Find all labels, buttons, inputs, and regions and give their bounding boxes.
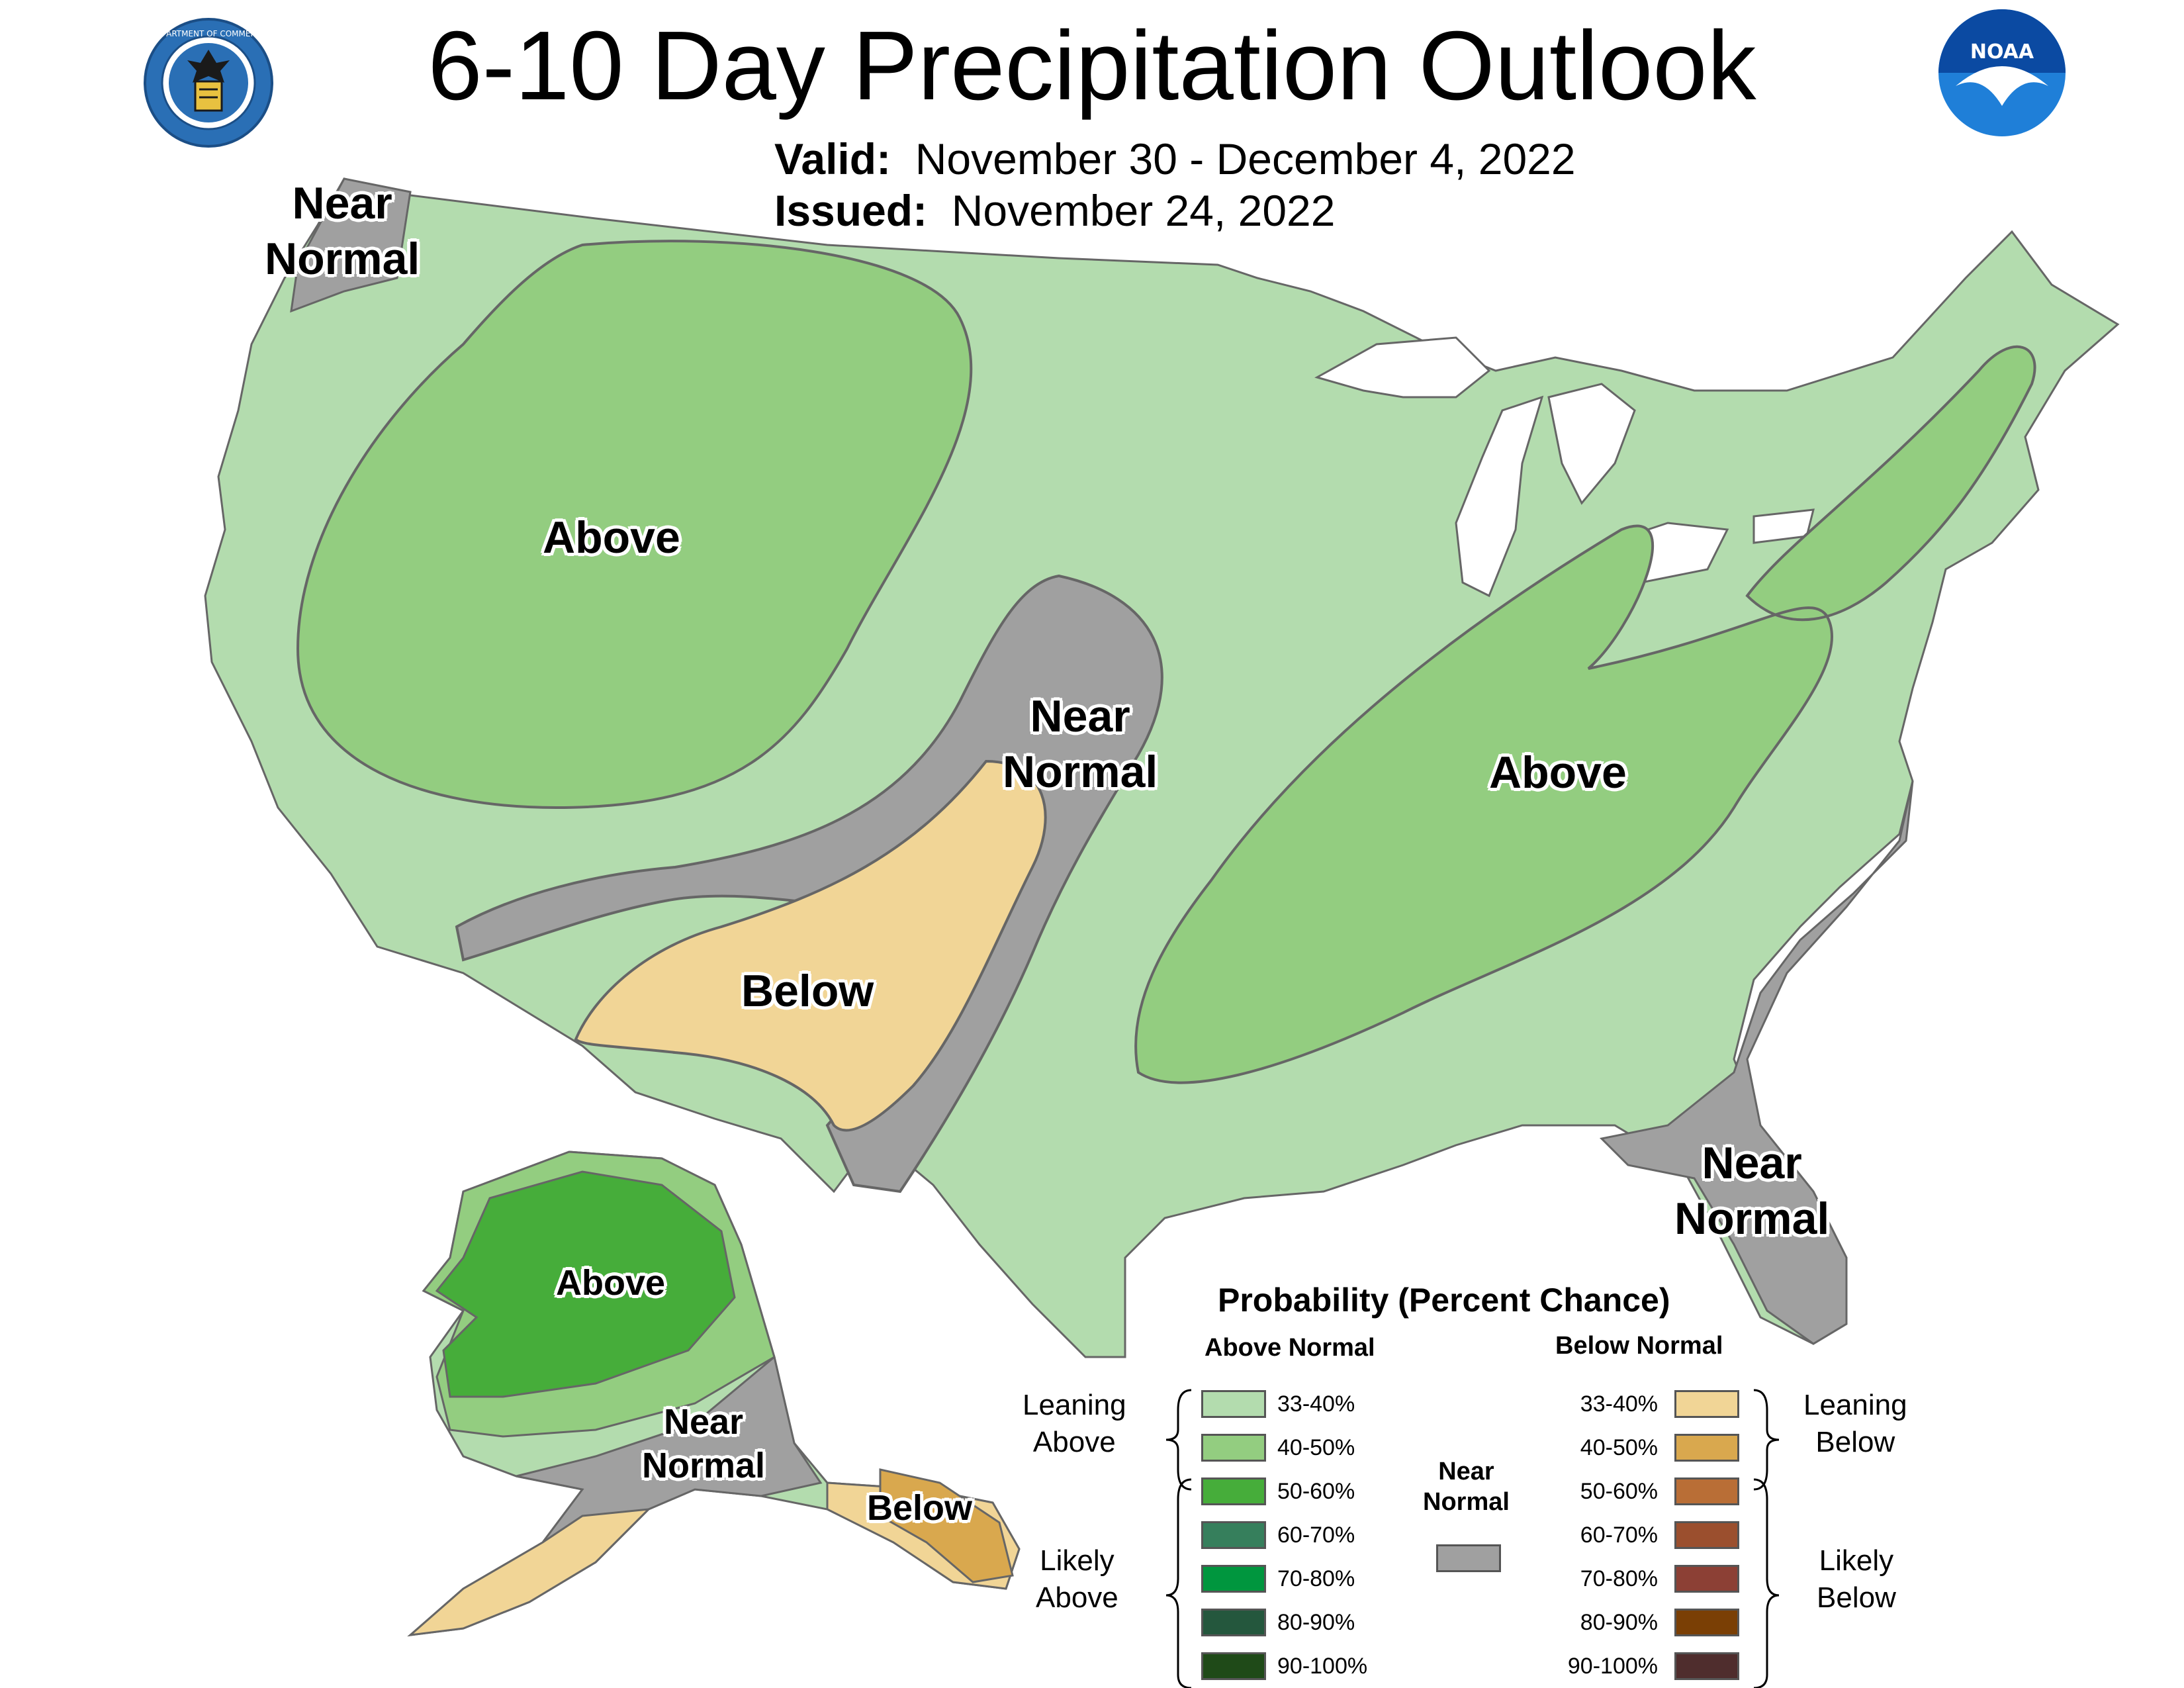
label-near-normal-nw-line2: Normal (265, 234, 420, 284)
legend-above-swatch-0 (1201, 1390, 1266, 1418)
label-below-ak: Below (867, 1488, 973, 1528)
label-near-normal-central-line2: Normal (1003, 747, 1158, 797)
legend-below-swatch-6 (1674, 1652, 1739, 1680)
great-lakes (1314, 336, 1815, 598)
label-above-ak: Above (556, 1263, 666, 1303)
label-near-normal-fl: Near Normal (1674, 1135, 1829, 1246)
label-near-normal-ak-line2: Normal (642, 1446, 766, 1485)
label-near-normal-nw: Near Normal (265, 175, 420, 287)
legend-likely-below: Likely Below (1817, 1542, 1896, 1617)
legend-near-normal-swatch (1436, 1544, 1501, 1572)
issued-line: Issued: November 24, 2022 (774, 184, 1335, 237)
legend-above-swatch-5 (1201, 1609, 1266, 1636)
issued-label: Issued: (774, 186, 928, 235)
legend-leaning-below: Leaning Below (1803, 1387, 1907, 1461)
near-normal-se-region (1599, 780, 1914, 1345)
legend-below-label-6: 90-100% (1567, 1654, 1658, 1679)
valid-line: Valid: November 30 - December 4, 2022 (774, 132, 1576, 185)
svg-text:DEPARTMENT OF COMMERCE: DEPARTMENT OF COMMERCE (151, 29, 266, 38)
below-sw-region (574, 759, 1047, 1132)
legend-below-label-1: 40-50% (1580, 1435, 1658, 1460)
label-near-normal-central: Near Normal (1003, 688, 1158, 800)
legend-likely-below-line1: Likely (1819, 1544, 1894, 1577)
legend-leaning-above: Leaning Above (1023, 1387, 1126, 1461)
noaa-wordmark: NOAA (1970, 40, 2034, 64)
legend-near-normal-label: Near Normal (1423, 1456, 1510, 1517)
page-title: 6-10 Day Precipitation Outlook (428, 11, 1756, 120)
legend-above-swatch-3 (1201, 1521, 1266, 1549)
legend-leaning-above-line1: Leaning (1023, 1389, 1126, 1421)
legend-leaning-below-line2: Below (1815, 1426, 1895, 1458)
legend-near-normal-line2: Normal (1423, 1488, 1510, 1516)
label-near-normal-ak: Near Normal (642, 1400, 765, 1487)
label-near-normal-ak-line1: Near (663, 1402, 744, 1442)
legend-below-label-3: 60-70% (1580, 1523, 1658, 1548)
alaska-below-40-region (879, 1468, 1014, 1583)
legend-above-label-6: 90-100% (1277, 1654, 1368, 1679)
label-above-east: Above (1489, 747, 1627, 798)
label-below-sw: Below (741, 966, 874, 1016)
legend-above-swatch-6 (1201, 1652, 1266, 1680)
legend-above-swatch-1 (1201, 1434, 1266, 1462)
alaska-above-50-region (435, 1170, 736, 1398)
label-above-west: Above (543, 512, 680, 563)
legend-above-label-0: 33-40% (1277, 1391, 1355, 1417)
valid-label: Valid: (774, 134, 891, 183)
near-normal-nw-region (290, 177, 412, 313)
legend-above-swatch-2 (1201, 1477, 1266, 1505)
above-west-region (296, 240, 973, 810)
noaa-logo: NOAA (1938, 9, 2066, 136)
valid-value: November 30 - December 4, 2022 (915, 134, 1576, 183)
legend-above-label-4: 70-80% (1277, 1566, 1355, 1591)
legend-likely-above-line1: Likely (1040, 1544, 1115, 1577)
label-near-normal-fl-line2: Normal (1674, 1194, 1830, 1244)
legend-above-label-1: 40-50% (1277, 1435, 1355, 1460)
commerce-seal-logo: DEPARTMENT OF COMMERCE (144, 18, 273, 148)
legend-leaning-above-line2: Above (1032, 1426, 1116, 1458)
legend-likely-above-line2: Above (1036, 1581, 1118, 1614)
legend-below-label-2: 50-60% (1580, 1479, 1658, 1504)
legend-below-label-4: 70-80% (1580, 1566, 1658, 1591)
legend-above-label-2: 50-60% (1277, 1479, 1355, 1504)
legend-below-swatch-1 (1674, 1434, 1739, 1462)
legend-leaning-below-line1: Leaning (1803, 1389, 1907, 1421)
legend-near-normal-line1: Near (1438, 1458, 1494, 1485)
legend-likely-above: Likely Above (1036, 1542, 1118, 1617)
above-east-region (1134, 345, 2036, 1084)
legend-below-swatch-0 (1674, 1390, 1739, 1418)
label-near-normal-fl-line1: Near (1702, 1138, 1802, 1188)
legend-above-header: Above Normal (1205, 1334, 1375, 1362)
legend-below-swatch-5 (1674, 1609, 1739, 1636)
legend-above-label-5: 80-90% (1277, 1610, 1355, 1635)
label-near-normal-central-line1: Near (1030, 691, 1130, 741)
legend-below-swatch-2 (1674, 1477, 1739, 1505)
legend-below-label-5: 80-90% (1580, 1610, 1658, 1635)
legend-above-label-3: 60-70% (1277, 1523, 1355, 1548)
legend-likely-below-line2: Below (1817, 1581, 1896, 1614)
label-near-normal-nw-line1: Near (292, 178, 392, 228)
legend-below-header: Below Normal (1555, 1332, 1723, 1360)
issued-value: November 24, 2022 (951, 186, 1336, 235)
legend-below-swatch-3 (1674, 1521, 1739, 1549)
legend-title: Probability (Percent Chance) (1218, 1282, 1670, 1319)
legend-above-swatch-4 (1201, 1565, 1266, 1593)
legend-below-swatch-4 (1674, 1565, 1739, 1593)
legend-below-label-0: 33-40% (1580, 1391, 1658, 1417)
